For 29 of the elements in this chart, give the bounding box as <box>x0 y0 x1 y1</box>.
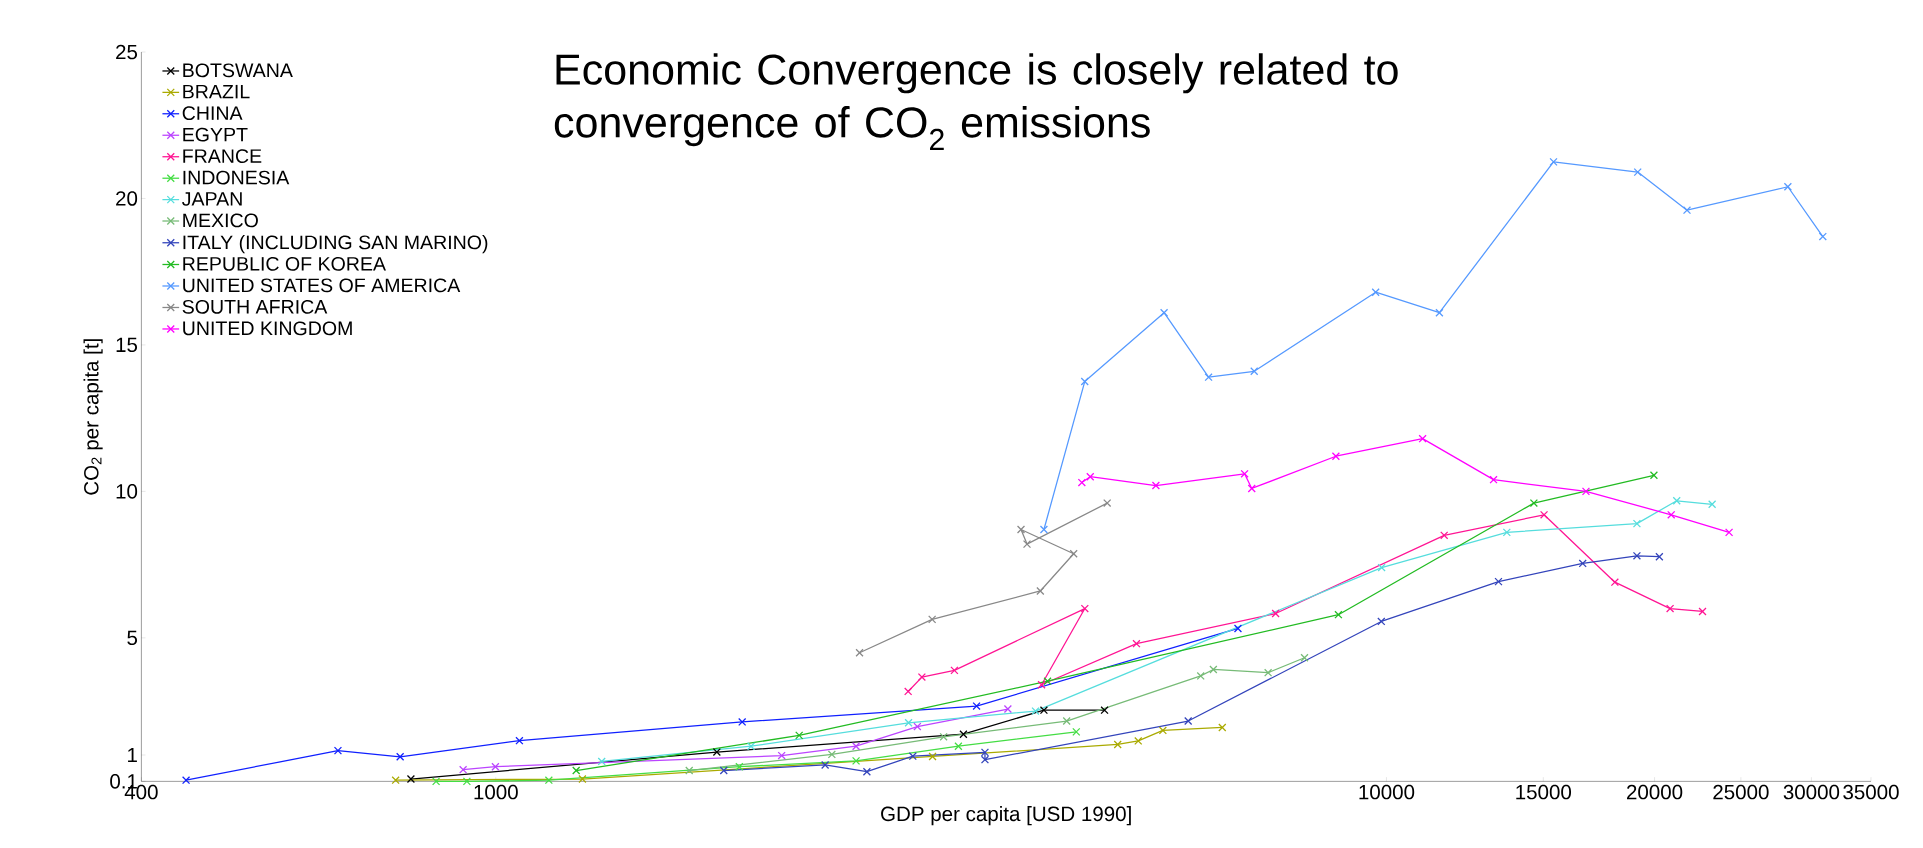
x-tick-label: 35000 <box>1843 784 1899 800</box>
x-tick-label: 15000 <box>1516 784 1572 800</box>
y-tick-label: 15 <box>116 337 138 353</box>
y-tick-label: 10 <box>116 484 138 499</box>
legend-label: INDONESIA <box>183 170 290 185</box>
legend-label: CHINA <box>182 106 243 120</box>
legend-label: EGYPT <box>183 127 248 142</box>
legend-label: SOUTH AFRICA <box>182 299 328 314</box>
legend-label: FRANCE <box>183 149 262 163</box>
x-tick-label: 1000 <box>474 784 518 800</box>
x-axis-title: GDP per capita [USD 1990] <box>881 806 1131 826</box>
y-tick-label: 20 <box>116 191 138 206</box>
legend-label: UNITED KINGDOM <box>183 321 352 336</box>
y-tick-label: 25 <box>116 44 138 60</box>
x-tick-label: 30000 <box>1783 784 1840 800</box>
legend-label: REPUBLIC OF KOREA <box>183 256 386 271</box>
x-tick-label: 10000 <box>1359 784 1415 800</box>
y-tick-label: 1 <box>128 747 137 763</box>
legend-label: BRAZIL <box>183 84 250 99</box>
x-tick-label: 20000 <box>1627 784 1683 800</box>
legend-label: UNITED STATES OF AMERICA <box>183 278 461 293</box>
legend-label: MEXICO <box>183 213 258 228</box>
y-axis-title: CO$_{2}$ per capita [t] <box>83 339 103 495</box>
text: Economic Convergence is closely related to convergence of CO$_{2}$ emissions <box>554 53 1398 150</box>
x-tick-label: 25000 <box>1713 784 1769 800</box>
legend-label: JAPAN <box>182 192 242 206</box>
y-tick-label: 5 <box>127 630 138 645</box>
legend-label: BOTSWANA <box>183 63 293 78</box>
legend-label: ITALY (INCLUDING SAN MARINO) <box>183 234 488 254</box>
